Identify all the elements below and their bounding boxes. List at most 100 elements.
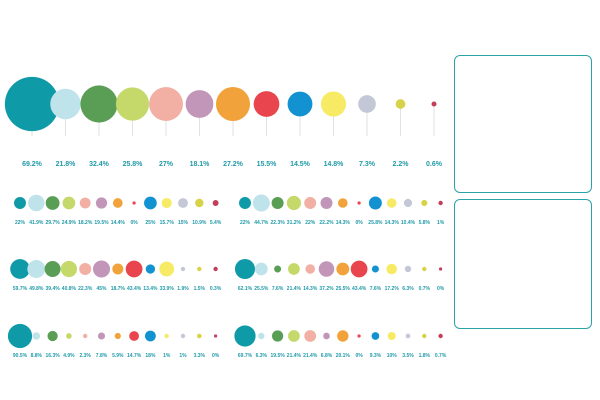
bubble <box>195 198 204 208</box>
value-label: 7.6% <box>370 286 382 292</box>
bubble <box>60 260 78 278</box>
bubble <box>214 334 218 338</box>
value-label: 17.2% <box>385 286 400 292</box>
bubble <box>80 85 118 123</box>
bubble <box>239 197 251 209</box>
bubble <box>144 196 157 210</box>
value-label: 18.2% <box>78 220 93 226</box>
value-label: 4.9% <box>63 353 75 359</box>
bubble <box>357 334 361 338</box>
value-label: 20.1% <box>336 353 351 359</box>
bubble <box>337 198 348 208</box>
value-label: 3.3% <box>194 353 206 359</box>
bubble <box>115 87 150 121</box>
value-label: 0.6% <box>426 161 443 168</box>
value-label: 10.4% <box>401 220 416 226</box>
value-label: 0% <box>212 353 220 359</box>
value-label: 3.5% <box>402 353 414 359</box>
bubble <box>234 325 256 347</box>
value-label: 0.3% <box>210 286 222 292</box>
value-label: 0.7% <box>435 353 447 359</box>
bubble <box>438 200 443 206</box>
value-label: 22.3% <box>78 286 93 292</box>
value-label: 14.4% <box>111 220 126 226</box>
bubble <box>386 198 397 208</box>
value-label: 44.7% <box>254 220 269 226</box>
value-label: 2.2% <box>393 161 410 168</box>
value-label: 8.8% <box>31 353 43 359</box>
value-label: 14.5% <box>290 161 311 168</box>
value-label: 0.7% <box>419 286 431 292</box>
bubble <box>386 263 397 275</box>
value-label: 14.3% <box>385 220 400 226</box>
bubble <box>215 86 251 122</box>
value-label: 27% <box>159 161 174 168</box>
value-label: 69.7% <box>238 353 253 359</box>
bubble <box>47 330 58 342</box>
bubble <box>286 195 302 211</box>
value-label: 7.6% <box>272 286 284 292</box>
bubble <box>212 200 219 206</box>
value-label: 6.3% <box>256 353 268 359</box>
value-label: 18.1% <box>190 161 211 168</box>
value-label: 6.3% <box>402 286 414 292</box>
bubble <box>149 87 183 121</box>
bubble <box>79 262 92 276</box>
bubble <box>27 260 46 278</box>
value-label: 22% <box>15 220 26 226</box>
value-label: 33.9% <box>160 286 175 292</box>
bubble <box>234 258 256 280</box>
bubble <box>185 90 214 118</box>
value-label: 59.7% <box>13 286 28 292</box>
value-label: 14.3% <box>336 220 351 226</box>
value-label: 45% <box>96 286 107 292</box>
bubble <box>271 196 284 210</box>
value-label: 31.2% <box>287 220 302 226</box>
value-label: 25.8% <box>123 161 144 168</box>
value-label: 43.4% <box>352 286 367 292</box>
bubble <box>304 330 317 342</box>
bubble <box>79 197 91 209</box>
bubble <box>95 197 108 209</box>
value-label: 25.5% <box>254 286 269 292</box>
value-label: 16.3% <box>46 353 61 359</box>
bubble <box>305 264 316 274</box>
value-label: 15.5% <box>257 161 278 168</box>
bubble <box>129 331 139 341</box>
value-label: 1.8% <box>419 353 431 359</box>
value-label: 1% <box>437 220 445 226</box>
value-label: 1% <box>163 353 171 359</box>
bubble <box>336 262 350 276</box>
value-label: 39.4% <box>46 286 61 292</box>
bubble <box>395 99 406 109</box>
bubble <box>287 91 313 117</box>
value-label: 10.9% <box>192 220 207 226</box>
bubble <box>4 76 60 132</box>
value-label: 29.7% <box>46 220 61 226</box>
value-label: 21.8% <box>56 161 77 168</box>
bubble <box>83 333 88 339</box>
bubble <box>45 196 60 210</box>
bubble <box>405 333 411 339</box>
bubble <box>196 333 202 339</box>
bubble <box>145 330 156 342</box>
value-label: 0% <box>130 220 138 226</box>
value-label: 24.9% <box>62 220 77 226</box>
value-label: 32.4% <box>89 161 110 168</box>
value-label: 0% <box>355 220 363 226</box>
bubble <box>358 95 376 113</box>
bubble <box>431 101 437 107</box>
bubble <box>422 266 427 272</box>
value-label: 5.8% <box>419 220 431 226</box>
bubble <box>178 198 188 208</box>
value-label: 0% <box>355 353 363 359</box>
value-label: 40.8% <box>62 286 77 292</box>
value-label: 1% <box>179 353 187 359</box>
bubble <box>439 267 443 271</box>
bubble <box>112 198 123 208</box>
value-label: 13.4% <box>143 286 158 292</box>
bubble <box>337 330 349 342</box>
value-label: 2.3% <box>79 353 91 359</box>
bubble <box>180 266 186 272</box>
